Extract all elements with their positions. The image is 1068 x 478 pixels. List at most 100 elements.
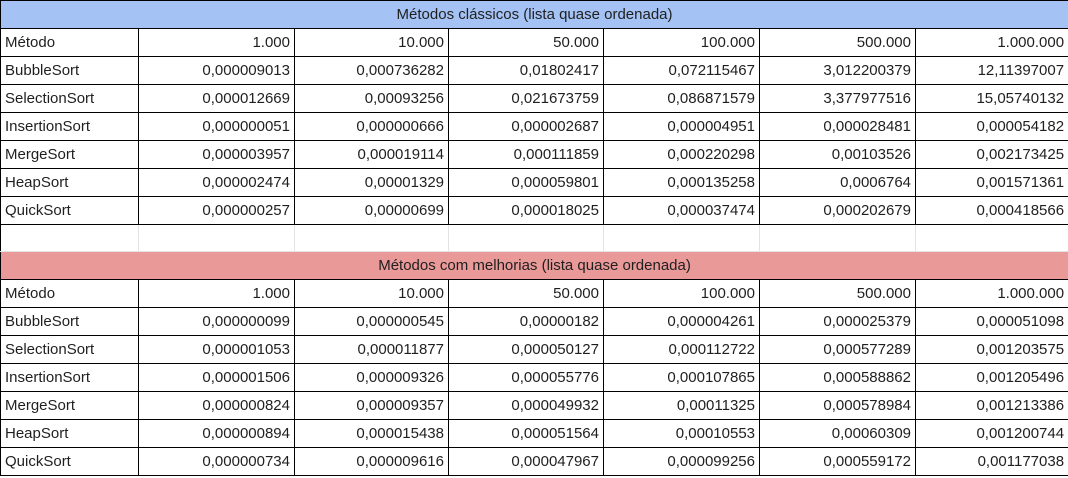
time-cell[interactable]: 0,000000824 [138,391,295,420]
improved-header-cell[interactable]: 50.000 [448,279,604,308]
time-cell[interactable]: 0,000055776 [448,363,604,392]
empty-cell[interactable] [0,224,139,252]
classic-header-cell[interactable]: Método [0,28,139,57]
time-cell[interactable]: 0,000220298 [603,140,760,169]
time-cell[interactable]: 0,000004261 [603,307,760,336]
time-cell[interactable]: 0,00093256 [294,84,449,113]
time-cell[interactable]: 0,000009013 [138,56,295,85]
time-cell[interactable]: 0,000015438 [294,419,449,448]
time-cell[interactable]: 0,000000545 [294,307,449,336]
time-cell[interactable]: 0,001213386 [914,391,1068,420]
time-cell[interactable]: 0,00000699 [294,196,449,225]
time-cell[interactable]: 0,000002474 [138,168,295,197]
time-cell[interactable]: 0,01802417 [448,56,604,85]
time-cell[interactable]: 0,000001506 [138,363,295,392]
time-cell[interactable]: 0,001205496 [914,363,1068,392]
time-cell[interactable]: 0,00001329 [294,168,449,197]
time-cell[interactable]: 0,002173425 [914,140,1068,169]
time-cell[interactable]: 0,000000099 [138,307,295,336]
time-cell[interactable]: 0,000012669 [138,84,295,113]
time-cell[interactable]: 0,000111859 [448,140,604,169]
classic-header-cell[interactable]: 1.000 [138,28,295,57]
time-cell[interactable]: 0,000418566 [914,196,1068,225]
time-cell[interactable]: 0,000112722 [603,335,760,364]
time-cell[interactable]: 0,000018025 [448,196,604,225]
time-cell[interactable]: 0,000736282 [294,56,449,85]
time-cell[interactable]: 0,000051098 [914,307,1068,336]
time-cell[interactable]: 0,000202679 [759,196,916,225]
method-name-cell[interactable]: BubbleSort [0,56,139,85]
time-cell[interactable]: 0,000000894 [138,419,295,448]
empty-cell[interactable] [294,224,449,252]
method-name-cell[interactable]: InsertionSort [0,363,139,392]
time-cell[interactable]: 0,000011877 [294,335,449,364]
improved-header-cell[interactable]: Método [0,279,139,308]
method-name-cell[interactable]: HeapSort [0,168,139,197]
empty-cell[interactable] [603,224,760,252]
time-cell[interactable]: 0,000135258 [603,168,760,197]
method-name-cell[interactable]: SelectionSort [0,335,139,364]
empty-cell[interactable] [448,224,604,252]
improved-header-cell[interactable]: 1.000 [138,279,295,308]
time-cell[interactable]: 0,000059801 [448,168,604,197]
time-cell[interactable]: 0,000049932 [448,391,604,420]
time-cell[interactable]: 0,000578984 [759,391,916,420]
time-cell[interactable]: 0,072115467 [603,56,760,85]
time-cell[interactable]: 0,000000051 [138,112,295,141]
time-cell[interactable]: 0,000001053 [138,335,295,364]
classic-header-cell[interactable]: 100.000 [603,28,760,57]
time-cell[interactable]: 0,000054182 [914,112,1068,141]
method-name-cell[interactable]: HeapSort [0,419,139,448]
classic-header-cell[interactable]: 10.000 [294,28,449,57]
time-cell[interactable]: 0,00010553 [603,419,760,448]
time-cell[interactable]: 0,00000182 [448,307,604,336]
time-cell[interactable]: 0,000009616 [294,447,449,476]
time-cell[interactable]: 3,012200379 [759,56,916,85]
time-cell[interactable]: 0,000009326 [294,363,449,392]
improved-header-cell[interactable]: 500.000 [759,279,916,308]
time-cell[interactable]: 0,001177038 [914,447,1068,476]
empty-cell[interactable] [914,224,1068,252]
time-cell[interactable]: 0,001200744 [914,419,1068,448]
time-cell[interactable]: 0,000003957 [138,140,295,169]
time-cell[interactable]: 0,000025379 [759,307,916,336]
improved-header-cell[interactable]: 1.000.000 [914,279,1068,308]
time-cell[interactable]: 0,000000734 [138,447,295,476]
time-cell[interactable]: 12,11397007 [914,56,1068,85]
time-cell[interactable]: 0,00011325 [603,391,760,420]
time-cell[interactable]: 0,001571361 [914,168,1068,197]
empty-cell[interactable] [759,224,916,252]
time-cell[interactable]: 0,000099256 [603,447,760,476]
time-cell[interactable]: 0,000047967 [448,447,604,476]
time-cell[interactable]: 0,000051564 [448,419,604,448]
method-name-cell[interactable]: MergeSort [0,391,139,420]
time-cell[interactable]: 0,00103526 [759,140,916,169]
classic-header-cell[interactable]: 500.000 [759,28,916,57]
time-cell[interactable]: 0,000004951 [603,112,760,141]
improved-header-cell[interactable]: 10.000 [294,279,449,308]
improved-section-title[interactable]: Métodos com melhorias (lista quase orden… [0,251,1068,280]
time-cell[interactable]: 0,001203575 [914,335,1068,364]
time-cell[interactable]: 0,000002687 [448,112,604,141]
time-cell[interactable]: 0,000037474 [603,196,760,225]
time-cell[interactable]: 0,000000257 [138,196,295,225]
time-cell[interactable]: 0,000559172 [759,447,916,476]
method-name-cell[interactable]: MergeSort [0,140,139,169]
time-cell[interactable]: 0,021673759 [448,84,604,113]
time-cell[interactable]: 15,05740132 [914,84,1068,113]
method-name-cell[interactable]: BubbleSort [0,307,139,336]
classic-section-title[interactable]: Métodos clássicos (lista quase ordenada) [0,0,1068,29]
time-cell[interactable]: 0,000000666 [294,112,449,141]
time-cell[interactable]: 0,0006764 [759,168,916,197]
classic-header-cell[interactable]: 50.000 [448,28,604,57]
empty-cell[interactable] [138,224,295,252]
time-cell[interactable]: 0,000588862 [759,363,916,392]
time-cell[interactable]: 3,377977516 [759,84,916,113]
method-name-cell[interactable]: QuickSort [0,447,139,476]
time-cell[interactable]: 0,00060309 [759,419,916,448]
method-name-cell[interactable]: SelectionSort [0,84,139,113]
method-name-cell[interactable]: InsertionSort [0,112,139,141]
classic-header-cell[interactable]: 1.000.000 [914,28,1068,57]
time-cell[interactable]: 0,000009357 [294,391,449,420]
time-cell[interactable]: 0,000107865 [603,363,760,392]
